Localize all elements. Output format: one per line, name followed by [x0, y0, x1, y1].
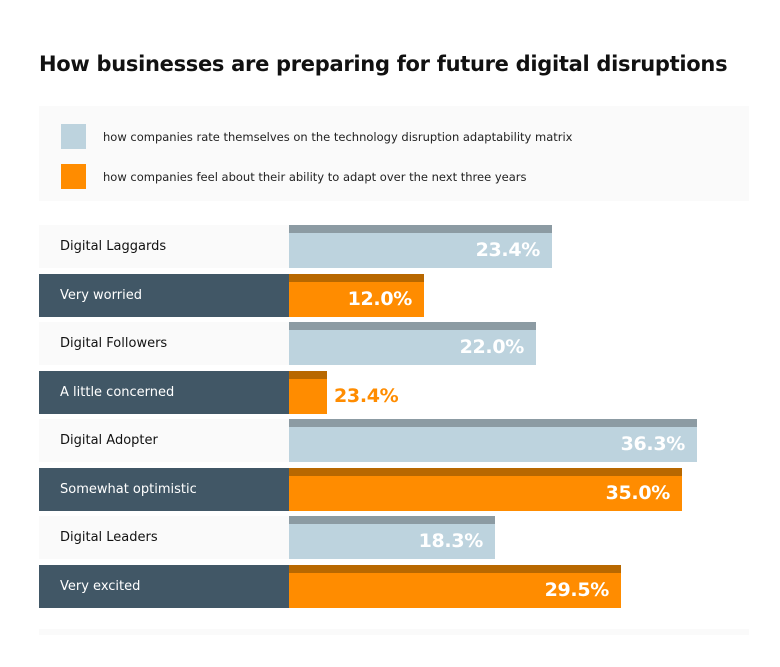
bar-cap	[289, 225, 552, 233]
bar-digital-laggards	[289, 225, 552, 268]
category-label-digital-leaders: Digital Leaders	[39, 516, 289, 559]
bar-digital-leaders	[289, 516, 495, 559]
bar-somewhat-optimistic	[289, 468, 682, 511]
bar-cap	[289, 322, 536, 330]
category-label-somewhat-optimistic: Somewhat optimistic	[39, 468, 289, 511]
bar-value-label-somewhat-optimistic: 35.0%	[605, 482, 671, 504]
bar-value-label-digital-laggards: 23.4%	[475, 239, 541, 261]
bar-value-label-digital-leaders: 18.3%	[418, 530, 484, 552]
legend-swatch-feeling	[61, 164, 86, 189]
legend-label-rating: how companies rate themselves on the tec…	[103, 130, 573, 144]
bar-value-label-very-excited: 29.5%	[544, 579, 610, 601]
bar-cap	[289, 565, 621, 573]
bar-very-excited	[289, 565, 621, 608]
bar-a-little-concerned	[289, 371, 327, 414]
bar-value-label-digital-adopter: 36.3%	[620, 433, 686, 455]
category-label-very-excited: Very excited	[39, 565, 289, 608]
legend-swatch-rating	[61, 124, 86, 149]
bar-cap	[289, 371, 327, 379]
category-label-digital-adopter: Digital Adopter	[39, 419, 289, 462]
bar-cap	[289, 419, 697, 427]
category-label-digital-laggards: Digital Laggards	[39, 225, 289, 268]
bar-value-label-very-worried: 12.0%	[347, 288, 413, 310]
bar-value-label-a-little-concerned: 23.4%	[334, 385, 399, 407]
bar-value-label-digital-followers: 22.0%	[459, 336, 525, 358]
bar-cap	[289, 274, 424, 282]
legend: how companies rate themselves on the tec…	[39, 106, 749, 201]
bar-cap	[289, 516, 495, 524]
category-label-digital-followers: Digital Followers	[39, 322, 289, 365]
bar-digital-followers	[289, 322, 536, 365]
bar-very-worried	[289, 274, 424, 317]
bottom-divider	[39, 629, 749, 635]
bar-cap	[289, 468, 682, 476]
bar-digital-adopter	[289, 419, 697, 462]
category-label-a-little-concerned: A little concerned	[39, 371, 289, 414]
legend-label-feeling: how companies feel about their ability t…	[103, 170, 527, 184]
chart-title: How businesses are preparing for future …	[39, 52, 728, 76]
category-label-very-worried: Very worried	[39, 274, 289, 317]
